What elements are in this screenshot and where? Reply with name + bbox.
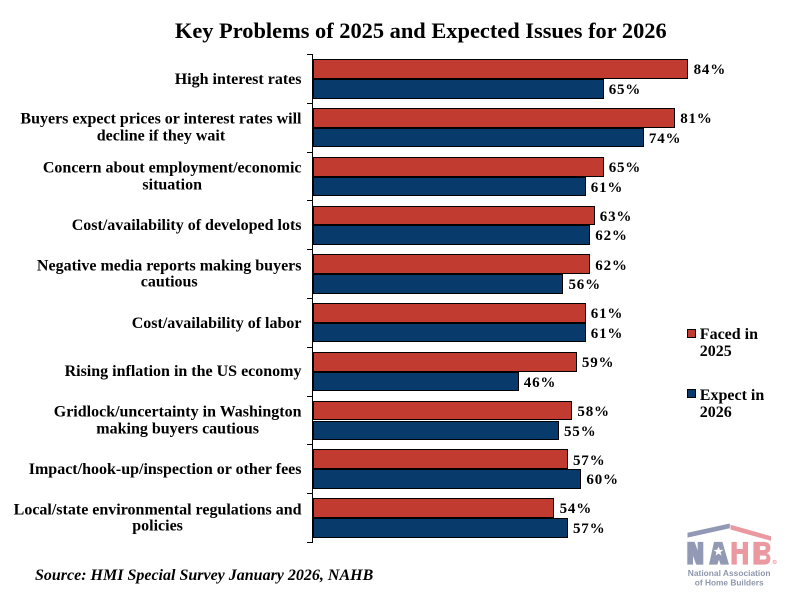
svg-text:R: R [774, 560, 776, 564]
svg-text:of Home Builders: of Home Builders [695, 579, 764, 588]
svg-text:National Association: National Association [688, 569, 771, 578]
